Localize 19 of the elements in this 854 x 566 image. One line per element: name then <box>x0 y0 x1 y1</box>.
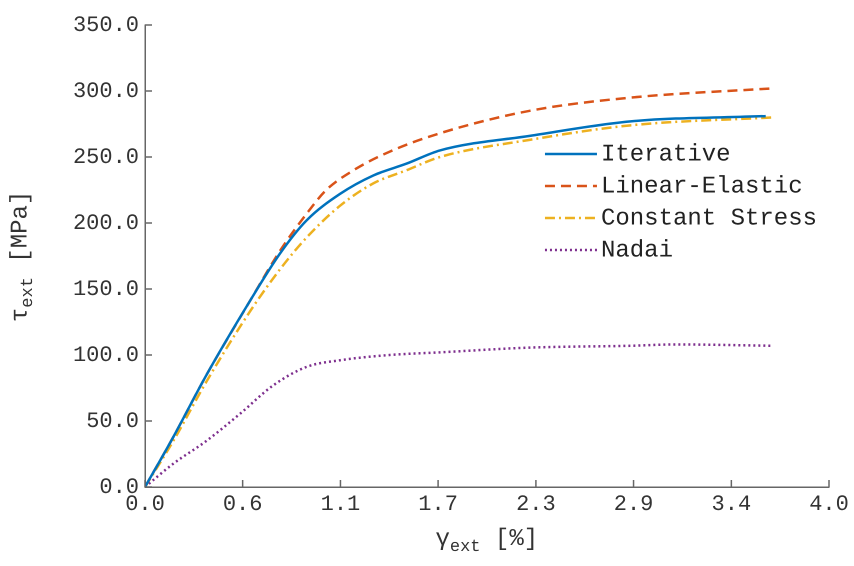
x-tick-label: 2.3 <box>516 492 556 518</box>
y-tick-label: 250.0 <box>72 144 139 170</box>
x-tick-label: 1.1 <box>320 492 360 518</box>
y-tick-label: 200.0 <box>72 210 139 236</box>
legend-label: Linear-Elastic <box>600 173 803 200</box>
x-axis-title: γ$_{ext}$ [%] <box>436 526 538 557</box>
y-tick-label: 350.0 <box>72 12 139 38</box>
y-tick-label: 150.0 <box>72 276 139 302</box>
x-tick-label: 2.9 <box>614 492 654 518</box>
legend-label: Iterative <box>600 141 731 168</box>
legend-label: Constant Stress <box>600 205 818 232</box>
y-tick-label: 50.0 <box>86 408 139 434</box>
y-tick-label: 300.0 <box>72 78 139 104</box>
x-tick-label: 0.6 <box>222 492 262 518</box>
legend-label: Nadai <box>600 237 673 264</box>
x-tick-label: 1.7 <box>418 492 458 518</box>
x-tick-label: 3.4 <box>712 492 752 518</box>
y-tick-label: 100.0 <box>72 342 139 368</box>
x-tick-label: 4.0 <box>809 492 849 518</box>
